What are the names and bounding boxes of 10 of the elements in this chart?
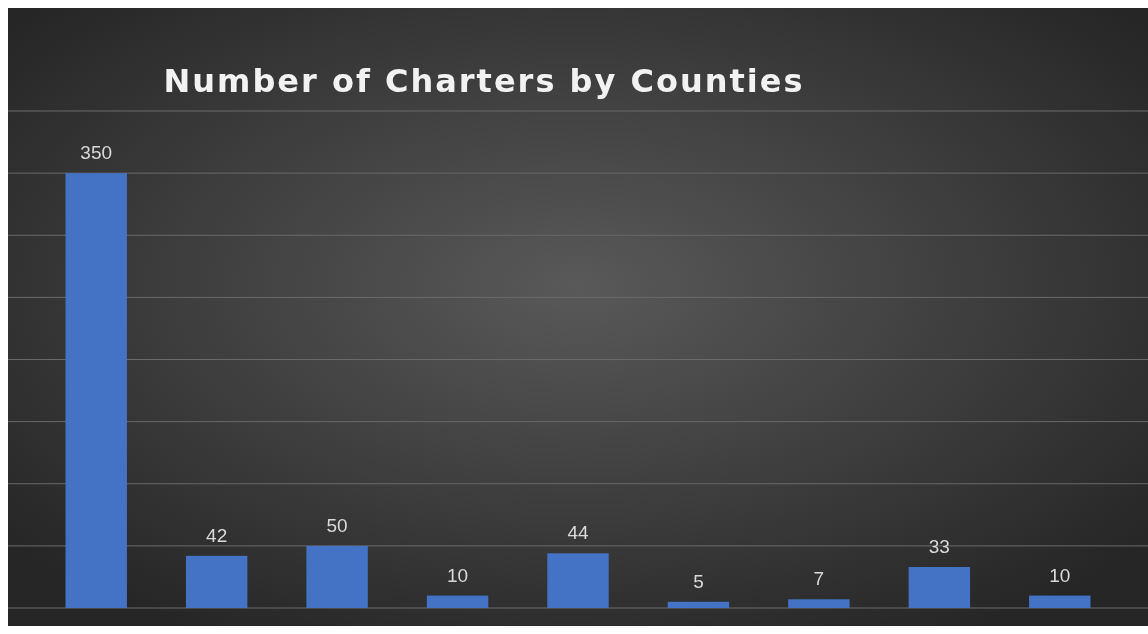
data-label: 10 [446,564,469,586]
data-label: 350 [80,142,113,164]
data-label: 10 [1049,564,1071,586]
data-label: 5 [693,570,704,592]
data-label: 42 [206,524,228,546]
data-label: 44 [567,522,589,544]
data-label: 50 [326,514,348,536]
chart-title: Number of Charters by Counties [163,62,805,100]
data-label: 33 [928,536,950,557]
data-label: 7 [813,568,825,590]
